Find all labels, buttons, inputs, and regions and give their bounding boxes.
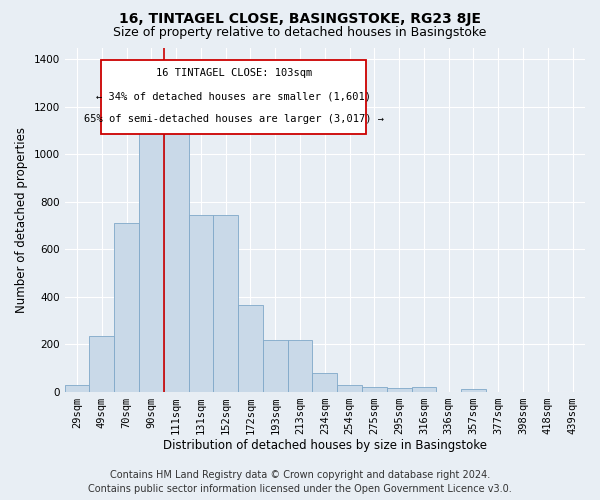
Bar xyxy=(461,389,486,392)
Text: 65% of semi-detached houses are larger (3,017) →: 65% of semi-detached houses are larger (… xyxy=(84,114,384,124)
Text: 16 TINTAGEL CLOSE: 103sqm: 16 TINTAGEL CLOSE: 103sqm xyxy=(155,68,312,78)
Bar xyxy=(387,388,412,392)
Bar xyxy=(89,336,114,392)
Text: Contains HM Land Registry data © Crown copyright and database right 2024.
Contai: Contains HM Land Registry data © Crown c… xyxy=(88,470,512,494)
Text: ← 34% of detached houses are smaller (1,601): ← 34% of detached houses are smaller (1,… xyxy=(96,92,371,102)
Bar xyxy=(313,372,337,392)
Bar xyxy=(114,223,139,392)
Bar xyxy=(263,340,287,392)
Bar xyxy=(65,385,89,392)
Bar xyxy=(362,388,387,392)
FancyBboxPatch shape xyxy=(101,60,367,134)
Bar xyxy=(164,133,188,392)
Text: Size of property relative to detached houses in Basingstoke: Size of property relative to detached ho… xyxy=(113,26,487,39)
X-axis label: Distribution of detached houses by size in Basingstoke: Distribution of detached houses by size … xyxy=(163,440,487,452)
Bar xyxy=(238,305,263,392)
Bar xyxy=(139,133,164,392)
Bar xyxy=(214,215,238,392)
Y-axis label: Number of detached properties: Number of detached properties xyxy=(15,126,28,312)
Bar xyxy=(287,340,313,392)
Bar xyxy=(188,215,214,392)
Text: 16, TINTAGEL CLOSE, BASINGSTOKE, RG23 8JE: 16, TINTAGEL CLOSE, BASINGSTOKE, RG23 8J… xyxy=(119,12,481,26)
Bar xyxy=(412,388,436,392)
Bar xyxy=(337,385,362,392)
